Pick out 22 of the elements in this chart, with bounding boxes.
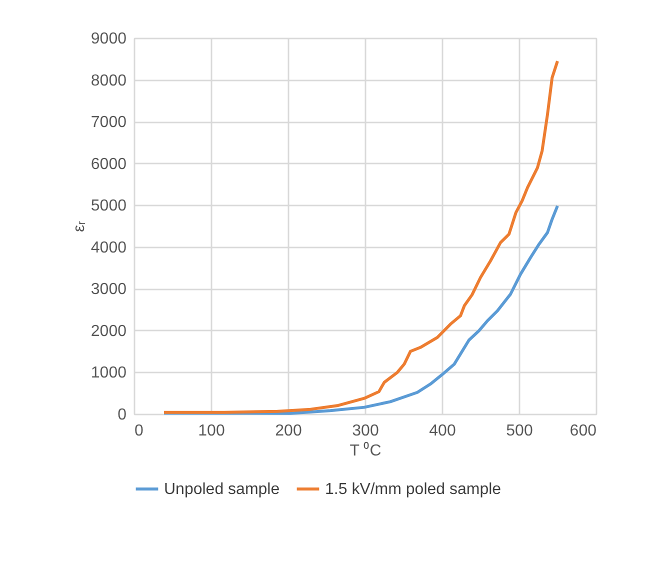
legend-label: 1.5 kV/mm poled sample bbox=[325, 481, 502, 498]
y-tick-label: 5000 bbox=[90, 198, 127, 215]
x-tick-label: 300 bbox=[352, 422, 379, 440]
x-tick-label: 400 bbox=[429, 422, 456, 440]
y-tick-label: 1000 bbox=[90, 364, 127, 382]
y-axis-title: εᵣ bbox=[70, 220, 88, 232]
line-series bbox=[162, 60, 559, 414]
y-tick-label: 8000 bbox=[90, 72, 127, 90]
y-tick-label: 3000 bbox=[90, 281, 127, 298]
x-axis-title: T ⁰C bbox=[350, 442, 382, 460]
x-tick-label: 0 bbox=[134, 422, 144, 440]
y-tick-label: 2000 bbox=[90, 322, 127, 340]
x-tick-label: 600 bbox=[570, 422, 597, 440]
legend-label: Unpoled sample bbox=[164, 481, 280, 498]
y-tick-label: 0 bbox=[118, 406, 127, 424]
y-tick-label: 7000 bbox=[90, 114, 127, 132]
x-tick-label: 200 bbox=[275, 422, 302, 440]
x-tick-label: 500 bbox=[506, 422, 533, 440]
y-tick-label: 6000 bbox=[90, 156, 127, 173]
y-tick-label: 9000 bbox=[90, 30, 127, 48]
x-tick-label: 100 bbox=[198, 422, 225, 440]
y-tick-label: 4000 bbox=[90, 239, 127, 256]
